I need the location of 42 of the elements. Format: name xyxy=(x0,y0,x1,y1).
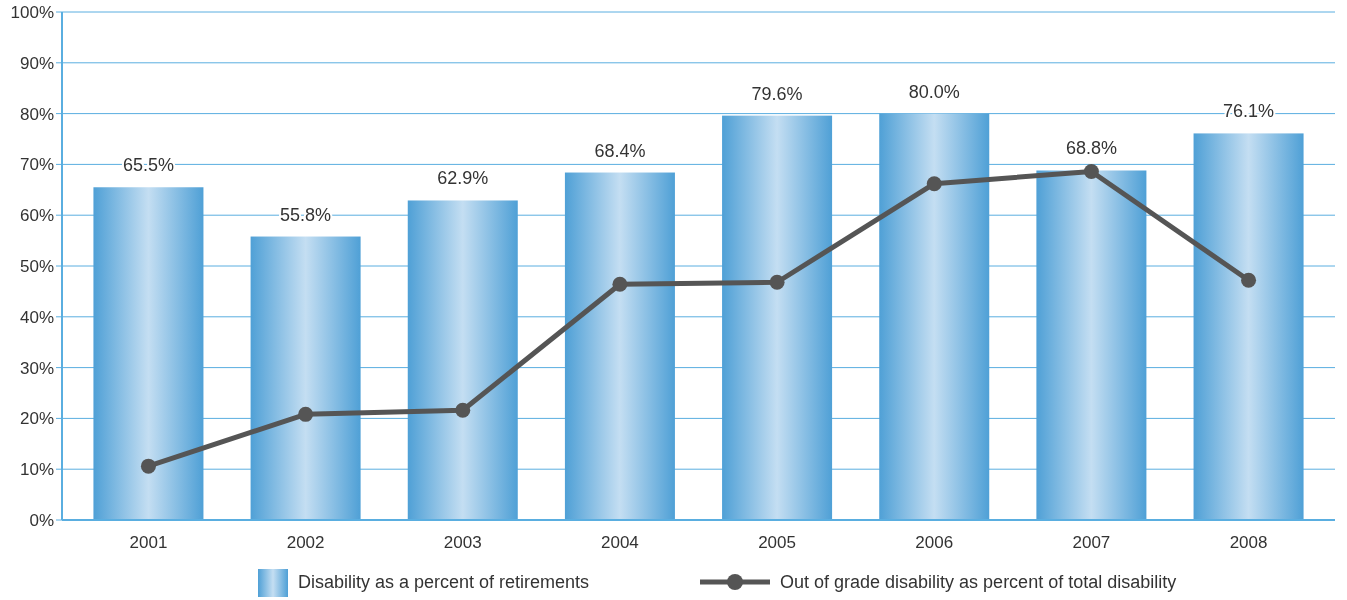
point xyxy=(298,406,314,422)
bar xyxy=(93,187,204,520)
y-tick-label: 80% xyxy=(19,104,54,124)
bar xyxy=(879,113,990,520)
data-label: 80.0% xyxy=(908,81,960,102)
data-label: 68.4% xyxy=(594,140,646,161)
data-label: 79.6% xyxy=(751,83,803,104)
point xyxy=(1083,164,1099,180)
legend-label: Out of grade disability as percent of total disability xyxy=(780,572,1177,593)
y-tick-label: 20% xyxy=(19,409,54,429)
point xyxy=(769,274,785,290)
x-tick-label: 2002 xyxy=(286,533,325,552)
y-tick-label: 100% xyxy=(10,2,54,22)
point xyxy=(926,176,942,192)
x-tick-label: 2006 xyxy=(915,533,954,552)
y-tick-label: 40% xyxy=(19,307,54,327)
y-tick-label: 90% xyxy=(19,53,54,73)
x-tick-label: 2005 xyxy=(758,533,796,552)
point xyxy=(140,458,156,474)
data-label: 62.9% xyxy=(437,168,489,189)
bar xyxy=(250,236,361,520)
bar xyxy=(1193,133,1304,520)
y-tick-label: 70% xyxy=(19,155,54,175)
x-tick-label: 2008 xyxy=(1229,533,1268,552)
x-tick-label: 2003 xyxy=(443,533,482,552)
x-tick-label: 2001 xyxy=(129,533,168,552)
bar xyxy=(1036,170,1147,520)
point xyxy=(612,276,628,292)
y-tick-label: 60% xyxy=(19,206,54,226)
point xyxy=(455,402,471,418)
y-tick-label: 10% xyxy=(19,460,54,480)
bar xyxy=(722,115,833,520)
bar xyxy=(564,172,675,520)
x-tick-label: 2004 xyxy=(601,533,639,552)
data-label: 68.8% xyxy=(1065,138,1117,159)
legend-label: Disability as a percent of retirements xyxy=(298,572,590,593)
bar xyxy=(407,200,518,520)
point xyxy=(1241,272,1257,288)
y-tick-label: 0% xyxy=(29,510,54,530)
y-tick-label: 30% xyxy=(19,358,54,378)
x-tick-label: 2007 xyxy=(1072,533,1111,552)
y-tick-label: 50% xyxy=(19,256,54,276)
